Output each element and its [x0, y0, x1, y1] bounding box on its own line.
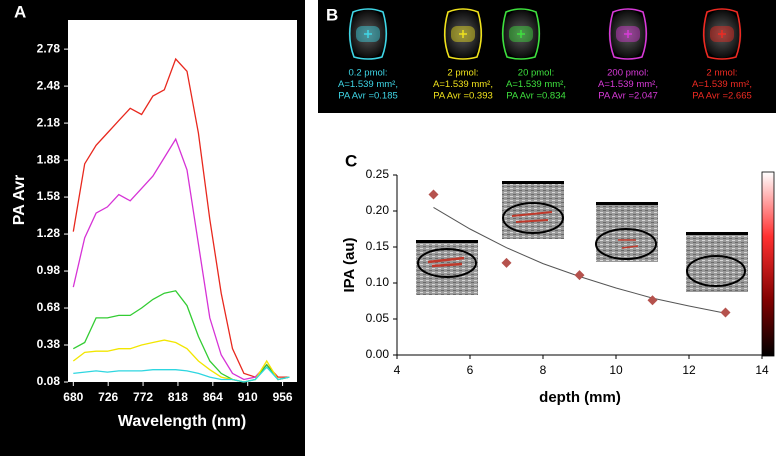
y-axis-label: IPA (au)	[341, 237, 358, 292]
x-tick-label: 10	[609, 363, 623, 377]
roi-image	[501, 8, 541, 60]
x-tick-label: 8	[540, 363, 547, 377]
roi-center	[624, 30, 632, 38]
roi-outline	[501, 8, 541, 60]
roi-caption: A=1.539 mm²,	[338, 79, 398, 90]
roi-outline	[608, 8, 648, 60]
y-tick-label: 0.68	[37, 300, 61, 314]
panel-label: C	[345, 151, 357, 170]
roi-caption: PA Avr =2.665	[692, 91, 752, 102]
y-tick-label: 2.48	[37, 78, 61, 92]
inset-images	[416, 181, 748, 295]
x-tick-label: 956	[273, 390, 293, 404]
data-point	[574, 270, 585, 281]
x-tick-label: 12	[682, 363, 696, 377]
panel-label: A	[14, 2, 26, 21]
roi-outline	[348, 8, 388, 60]
x-tick-label: 6	[467, 363, 474, 377]
inset-image	[416, 240, 478, 295]
roi-image	[348, 8, 388, 60]
roi-outline	[443, 8, 483, 60]
spectrum-line	[73, 366, 290, 383]
roi-caption: A=1.539 mm²,	[433, 79, 493, 90]
x-tick-label: 864	[203, 390, 223, 404]
y-tick-label: 0.20	[366, 203, 390, 217]
data-point	[647, 295, 658, 306]
roi-center	[517, 30, 525, 38]
x-tick-label: 4	[394, 363, 401, 377]
roi-center	[364, 30, 372, 38]
x-tick-label: 726	[98, 390, 118, 404]
inset-image	[686, 232, 748, 292]
data-point	[501, 257, 512, 268]
colorbar	[761, 171, 775, 357]
spectrum-line	[72, 137, 290, 381]
y-tick-label: 0.25	[366, 167, 390, 181]
roi-caption: A=1.539 mm²,	[506, 79, 566, 90]
plot-area	[68, 20, 297, 382]
x-axis-label: depth (mm)	[539, 389, 621, 406]
x-tick-label: 818	[168, 390, 188, 404]
inset-image	[502, 181, 564, 239]
roi-image	[608, 8, 648, 60]
x-axis-label: Wavelength (nm)	[118, 413, 246, 430]
roi-caption: PA Avr =0.393	[433, 91, 493, 102]
y-tick-label: 0.00	[366, 347, 390, 361]
y-tick-label: 1.88	[37, 152, 61, 166]
roi-caption: A=1.539 mm²,	[598, 79, 658, 90]
y-tick-label: 0.38	[37, 337, 61, 351]
roi-image	[702, 8, 742, 60]
panel-label: B	[326, 5, 338, 24]
inset-image	[595, 202, 658, 262]
x-tick-label: 680	[63, 390, 83, 404]
y-tick-label: 0.05	[366, 311, 390, 325]
roi-caption: PA Avr =0.834	[506, 91, 566, 102]
y-tick-label: 2.18	[37, 115, 61, 129]
roi-caption: PA Avr =2.047	[598, 91, 658, 102]
spectrum-line	[72, 57, 290, 378]
y-tick-label: 0.15	[366, 239, 390, 253]
roi-center	[459, 30, 467, 38]
y-tick-label: 0.98	[37, 263, 61, 277]
roi-caption: 20 pmol:	[518, 68, 554, 79]
data-point	[428, 189, 439, 200]
y-tick-label: 1.28	[37, 226, 61, 240]
roi-outline	[702, 8, 742, 60]
y-tick-label: 1.58	[37, 189, 61, 203]
x-tick-label: 772	[133, 390, 153, 404]
roi-caption: 0.2 pmol:	[348, 68, 387, 79]
roi-caption: 2 nmol:	[706, 68, 737, 79]
roi-center	[718, 30, 726, 38]
roi-image	[443, 8, 483, 60]
y-axis-label: PA Avr	[11, 175, 28, 225]
y-tick-label: 0.08	[37, 374, 61, 388]
panel-b-background	[318, 0, 776, 113]
roi-caption: 2 pmol:	[447, 68, 478, 79]
x-tick-label: 910	[238, 390, 258, 404]
data-point	[720, 307, 731, 318]
roi-caption: 200 pmol:	[607, 68, 649, 79]
y-tick-label: 2.78	[37, 41, 61, 55]
x-tick-label: 14	[755, 363, 769, 377]
y-tick-label: 0.10	[366, 275, 390, 289]
roi-caption: PA Avr =0.185	[338, 91, 398, 102]
roi-caption: A=1.539 mm²,	[692, 79, 752, 90]
